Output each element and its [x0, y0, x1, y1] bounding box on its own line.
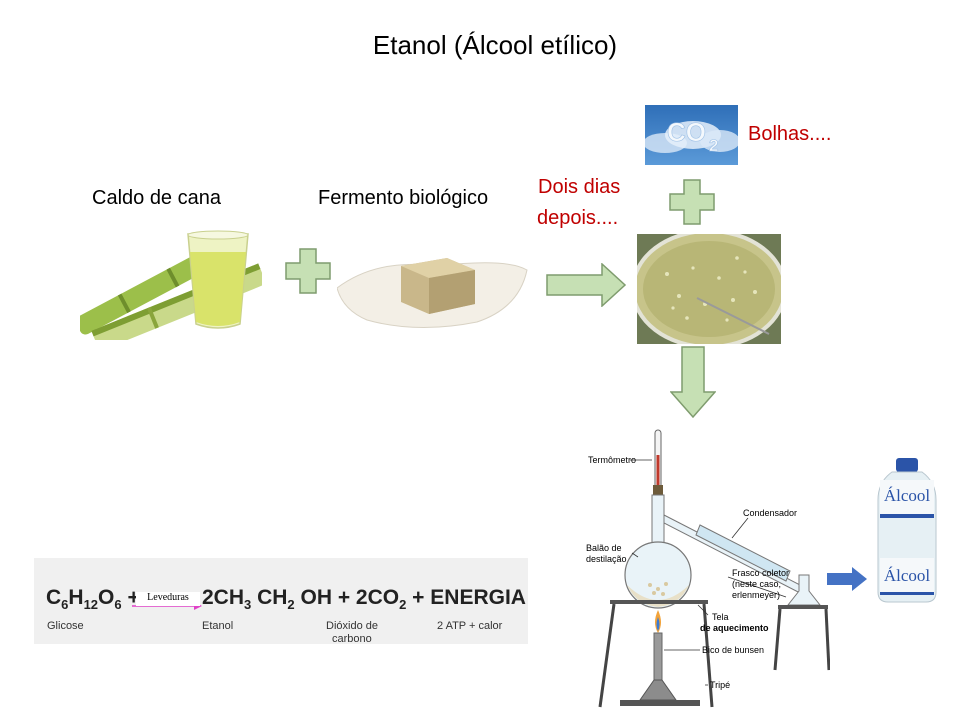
- down-arrow: [670, 346, 716, 418]
- sub-energia: 2 ATP + calor: [437, 620, 503, 632]
- label-bolhas: Bolhas....: [748, 123, 832, 145]
- label-dois-dias: Dois dias: [538, 176, 621, 198]
- equation-products: 2CH3 CH2 OH + 2CO2 + ENERGIA: [202, 586, 526, 613]
- blue-arrow: [827, 567, 867, 591]
- alcohol-bottle-image: Álcool Álcool: [876, 458, 938, 604]
- sub-etanol: Etanol: [202, 620, 234, 632]
- distillation-apparatus: Termômetro Condensador Balão de destilaç…: [580, 425, 830, 710]
- label-depois: depois....: [537, 207, 619, 229]
- sugarcane-juice-image: [75, 222, 265, 350]
- yeast-block-image: [336, 248, 529, 334]
- plus-shape-2: [669, 179, 715, 225]
- label-termometro: Termômetro: [588, 455, 637, 465]
- right-arrow: [546, 263, 626, 307]
- label-tela-1: Tela: [712, 612, 729, 622]
- fermentation-bowl-image: [631, 229, 787, 349]
- svg-text:2: 2: [709, 136, 718, 155]
- label-caldo-de-cana: Caldo de cana: [92, 187, 221, 209]
- label-balao-2: destilação: [586, 554, 627, 564]
- sub-glicose: Glicose: [47, 620, 84, 632]
- label-balao-1: Balão de: [586, 543, 622, 553]
- label-frasco-3: erlenmeyer): [732, 590, 781, 600]
- page-title: Etanol (Álcool etílico): [372, 30, 618, 60]
- label-fermento-biologico: Fermento biológico: [318, 187, 489, 209]
- label-bico: Bico de bunsen: [702, 645, 765, 655]
- label-condensador: Condensador: [743, 508, 798, 518]
- sub-dioxido-1: Dióxido de: [326, 620, 378, 632]
- label-tela-2: de aquecimento: [700, 623, 769, 633]
- equation-catalyst: Leveduras: [136, 592, 200, 606]
- svg-text:CO: CO: [667, 117, 706, 147]
- label-frasco-1: Frasco coletor: [732, 568, 790, 578]
- label-frasco-2: (neste caso,: [732, 579, 782, 589]
- chemical-equation: C6H12O6 + Leveduras 2CH3 CH2 OH + 2CO2 +…: [34, 558, 528, 645]
- equation-reactant: C6H12O6 +: [46, 586, 140, 613]
- label-tripe: Tripé: [710, 680, 731, 690]
- plus-shape-1: [285, 248, 331, 294]
- bottle-label-top: Álcool: [883, 486, 931, 505]
- co2-cloud-image: CO 2: [645, 105, 738, 165]
- sub-dioxido-2: carbono: [332, 633, 372, 645]
- bottle-label-bottom: Álcool: [883, 566, 931, 585]
